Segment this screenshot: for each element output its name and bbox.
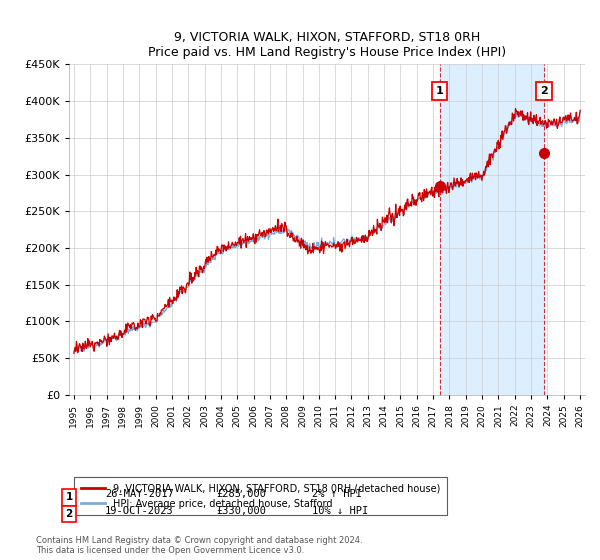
Text: 2% ↑ HPI: 2% ↑ HPI [312,489,362,500]
Text: 19-OCT-2023: 19-OCT-2023 [105,506,174,516]
Text: 10% ↓ HPI: 10% ↓ HPI [312,506,368,516]
Title: 9, VICTORIA WALK, HIXON, STAFFORD, ST18 0RH
Price paid vs. HM Land Registry's Ho: 9, VICTORIA WALK, HIXON, STAFFORD, ST18 … [148,31,506,59]
Text: 26-MAY-2017: 26-MAY-2017 [105,489,174,500]
Text: 2: 2 [541,86,548,96]
Legend: 9, VICTORIA WALK, HIXON, STAFFORD, ST18 0RH (detached house), HPI: Average price: 9, VICTORIA WALK, HIXON, STAFFORD, ST18 … [74,477,447,516]
Text: 2: 2 [65,509,73,519]
Text: £330,000: £330,000 [216,506,266,516]
Bar [440,64,544,395]
Text: £285,000: £285,000 [216,489,266,500]
Text: Contains HM Land Registry data © Crown copyright and database right 2024.
This d: Contains HM Land Registry data © Crown c… [36,536,362,556]
Text: 1: 1 [65,492,73,502]
Text: 1: 1 [436,86,443,96]
